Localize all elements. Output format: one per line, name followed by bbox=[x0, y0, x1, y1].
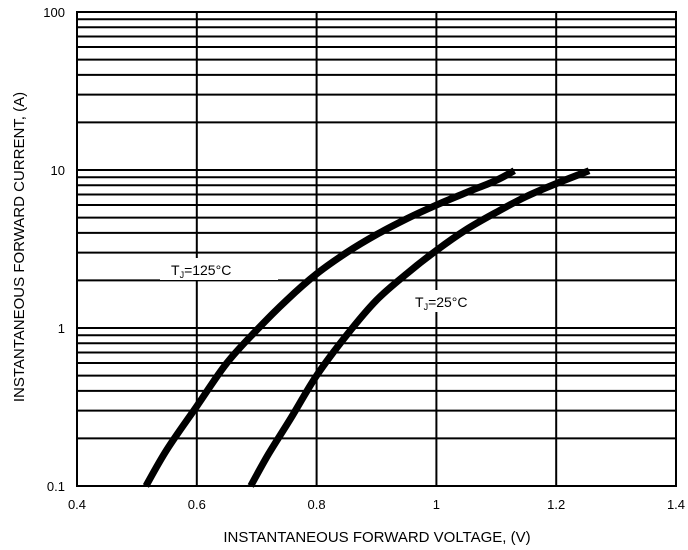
y-tick-label: 10 bbox=[51, 163, 65, 178]
x-tick-label: 0.4 bbox=[68, 497, 86, 512]
series-curves bbox=[142, 167, 591, 488]
series-label-125-sub: J bbox=[180, 270, 185, 280]
x-tick-labels: 0.4 0.6 0.8 1 1.2 1.4 bbox=[68, 497, 685, 512]
y-tick-labels: 0.1 1 10 100 bbox=[43, 5, 65, 494]
x-tick-label: 0.6 bbox=[188, 497, 206, 512]
series-label-125-main: T bbox=[171, 262, 180, 278]
x-axis-title: INSTANTANEOUS FORWARD VOLTAGE, (V) bbox=[223, 529, 530, 546]
grid-vertical bbox=[195, 12, 558, 486]
series-line-tj-25c bbox=[247, 167, 591, 488]
x-tick-label: 0.8 bbox=[308, 497, 326, 512]
series-label-125-rest: =125°C bbox=[184, 262, 231, 278]
series-line-tj-125c bbox=[142, 167, 516, 488]
y-tick-label: 0.1 bbox=[47, 479, 65, 494]
y-axis-title: INSTANTANEOUS FORWARD CURRENT, (A) bbox=[11, 92, 28, 402]
grid-horizontal bbox=[77, 18, 676, 440]
series-label-125-bg bbox=[160, 258, 278, 280]
x-tick-label: 1.2 bbox=[547, 497, 565, 512]
series-label-25-main: T bbox=[415, 294, 424, 310]
y-tick-label: 100 bbox=[43, 5, 65, 20]
series-label-125: TJ=125°C bbox=[171, 262, 231, 280]
plot-area-frame bbox=[76, 11, 677, 487]
series-label-25-bg bbox=[408, 290, 492, 312]
x-tick-label: 1.4 bbox=[667, 497, 685, 512]
series-label-25-rest: =25°C bbox=[428, 294, 467, 310]
y-tick-label: 1 bbox=[58, 321, 65, 336]
x-tick-label: 1 bbox=[433, 497, 440, 512]
series-label-25: TJ=25°C bbox=[415, 294, 468, 312]
series-label-25-sub: J bbox=[424, 302, 429, 312]
